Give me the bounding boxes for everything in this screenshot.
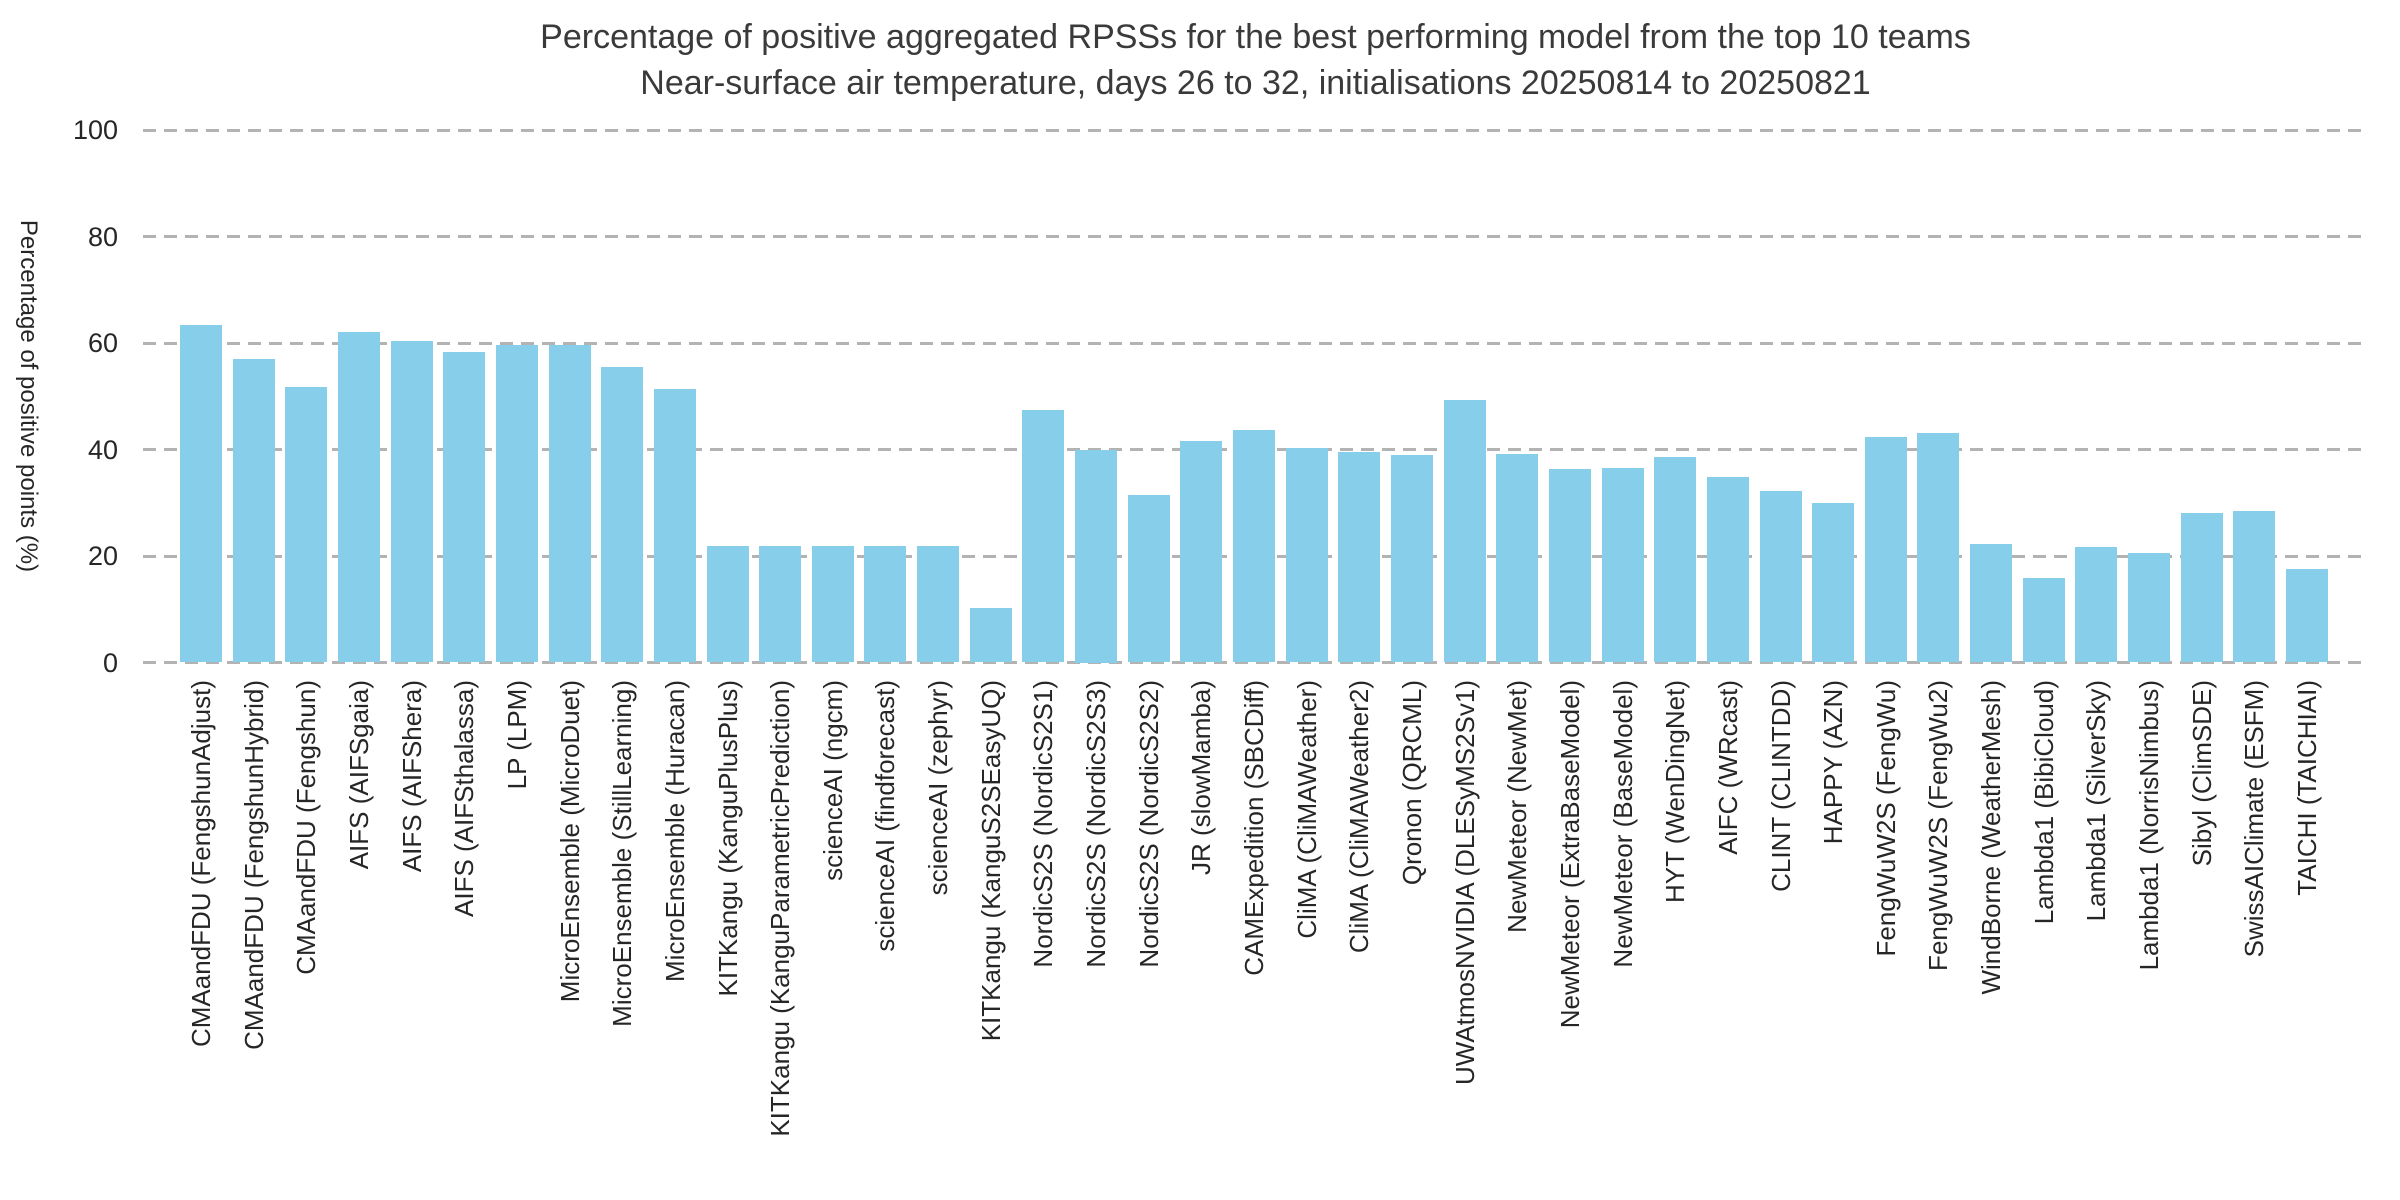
bar [706,546,749,663]
bar [969,607,1012,663]
x-tick-label: AIFS (AIFShera) [396,680,427,873]
x-tick-label: Lambda1 (NorrisNimbus) [2134,680,2165,971]
x-tick-label: NewMeteor (ExtraBaseModel) [1554,680,1585,1029]
bar [337,332,380,663]
bar [2286,568,2328,663]
x-tick-label: MicroEnsemble (MicroDuet) [554,680,585,1003]
x-tick-label: KITKangu (KanguS2SEasyUQ) [975,680,1006,1042]
bar [1548,469,1591,663]
bar [1285,448,1328,663]
bar [811,546,854,663]
bar [1970,543,2013,663]
bar [390,340,433,663]
x-tick-label: KITKangu (KanguPlusPlus) [712,680,743,997]
bar [2180,513,2223,663]
chart-title: Percentage of positive aggregated RPSSs … [540,18,1971,56]
x-tick-label: Qronon (QRCML) [1396,680,1427,886]
bar [180,324,222,663]
bar [285,386,328,663]
bar [653,388,696,663]
chart-subtitle: Near-surface air temperature, days 26 to… [640,64,1871,102]
x-tick-label: JR (slowMamba) [1186,680,1217,876]
y-tick-label: 0 [102,647,118,678]
bar [601,366,644,663]
bar [1233,429,1275,663]
x-tick-label: WindBorne (WeatherMesh) [1976,680,2007,995]
x-tick-label: CAMExpedition (SBCDiff) [1239,680,1269,976]
x-tick-label: NewMeteor (NewMet) [1502,680,1533,933]
x-tick-label: FengWuW2S (FengWu2) [1923,680,1954,971]
x-tick-label: SwissAIClimate (ESFM) [2239,680,2270,958]
y-axis-label: Percentage of positive points (%) [15,219,42,573]
x-tick-label: TAICHI (TAICHIAI) [2292,680,2322,896]
gridline-y80 [143,235,2368,238]
bar [2022,578,2065,663]
bar [1443,399,1486,663]
gridline-y0 [143,661,2368,664]
bar [1496,454,1539,663]
bar [1390,455,1433,663]
x-tick-label: Lambda1 (SilverSky) [2081,680,2112,922]
bar [1180,440,1223,663]
bar [1917,432,1960,663]
gridline-y100 [143,128,2368,132]
bar [1127,494,1170,663]
x-tick-label: CMAandFDU (FengshunHybrid) [238,680,269,1050]
bar [1759,491,1802,663]
bar [917,546,960,663]
x-tick-label: AIFS (AIFSgaia) [343,680,374,870]
x-tick-label: NewMeteor (BaseModel) [1607,680,1638,968]
bar [864,546,907,663]
bar [2075,546,2118,663]
bar [1812,503,1855,663]
x-tick-label: scienceAI (findforecast) [870,680,901,952]
x-tick-label: MicroEnsemble (Huracan) [659,680,690,982]
x-tick-label: NordicS2S (NordicS2S1) [1028,680,1059,968]
x-tick-label: AIFC (WRcast) [1712,680,1743,855]
bar [1601,468,1644,663]
x-tick-label: CliMA (CliMAWeather2) [1344,680,1375,954]
bar [232,358,275,663]
y-tick-label: 20 [87,541,118,571]
bar [759,546,802,663]
gridline-y60 [143,341,2368,345]
bar [548,344,591,663]
bar [443,352,486,663]
y-tick-label: 100 [72,115,118,145]
y-tick-label: 80 [87,221,118,252]
x-tick-label: CMAandFDU (Fengshun) [291,680,322,975]
x-tick-label: LP (LPM) [501,680,532,790]
y-tick-label: 40 [87,434,118,465]
bar [1654,456,1697,663]
bar [1706,477,1749,663]
x-tick-label: UWAtmosNVIDIA (DLESyMS2Sv1) [1449,680,1480,1086]
y-tick-label: 60 [87,328,118,358]
x-tick-label: Sibyl (ClimSDE) [2186,680,2217,867]
x-tick-label: AIFS (AIFSthalassa) [449,680,480,917]
bar [2128,552,2171,663]
bar [1075,449,1118,663]
bar [2233,510,2276,663]
x-tick-label: CLINT (CLINTDD) [1765,680,1796,892]
x-tick-label: MicroEnsemble (StillLearning) [607,680,638,1027]
x-tick-label: Lambda1 (BibiCloud) [2028,680,2059,925]
bar [1338,451,1381,663]
x-tick-label: HAPPY (AZN) [1818,680,1849,845]
x-tick-label: scienceAI (zephyr) [923,680,954,896]
x-tick-label: NordicS2S (NordicS2S2) [1133,680,1164,968]
x-tick-label: NordicS2S (NordicS2S3) [1081,680,1112,968]
x-tick-label: HYT (WenDingNet) [1660,680,1691,903]
x-tick-label: CliMA (CliMAWeather) [1291,680,1322,939]
x-tick-label: CMAandFDU (FengshunAdjust) [186,680,216,1048]
bar [495,345,538,663]
x-tick-label: scienceAI (ngcm) [817,680,848,881]
x-tick-label: KITKangu (KanguParametricPrediction) [765,680,796,1137]
bar [1864,437,1907,663]
bar [1022,410,1065,663]
x-tick-label: FengWuW2S (FengWu) [1870,680,1901,957]
